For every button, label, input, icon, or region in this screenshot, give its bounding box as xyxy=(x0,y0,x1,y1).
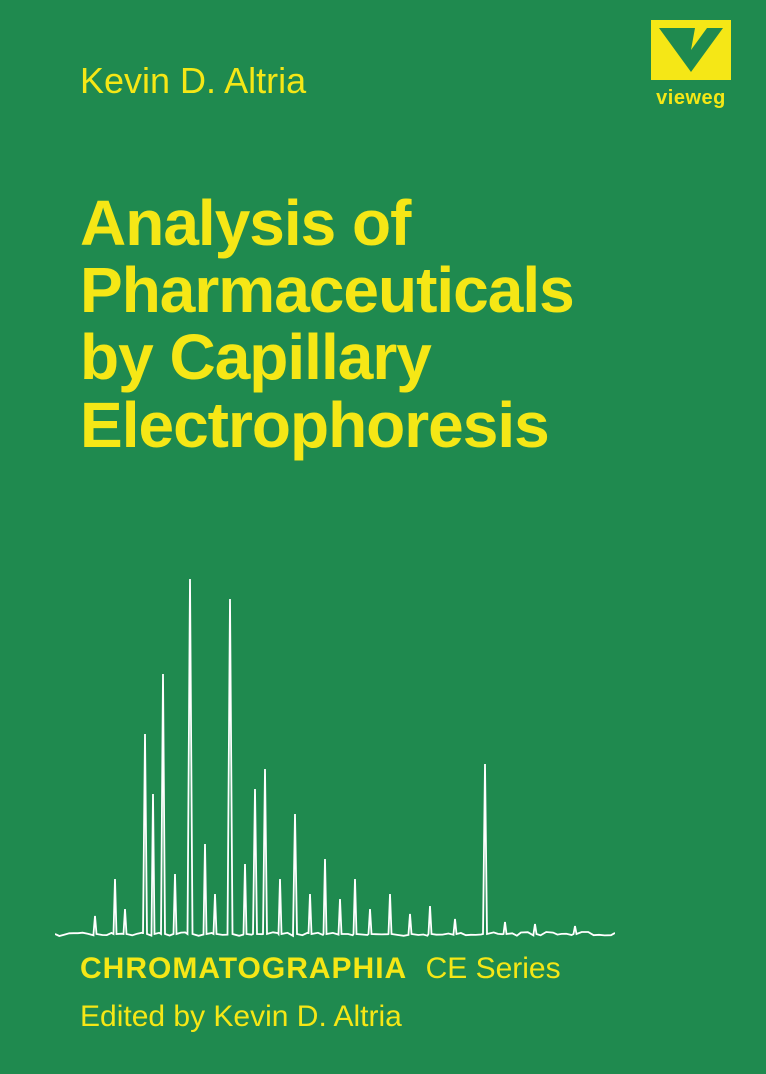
electropherogram-chart xyxy=(55,564,615,944)
title-line-1: Analysis of xyxy=(80,190,574,257)
series-line: CHROMATOGRAPHIA CE Series xyxy=(80,952,561,986)
series-name-bold: CHROMATOGRAPHIA xyxy=(80,952,407,985)
title-line-4: Electrophoresis xyxy=(80,392,574,459)
book-title: Analysis of Pharmaceuticals by Capillary… xyxy=(80,190,574,459)
editor-line: Edited by Kevin D. Altria xyxy=(80,1000,402,1034)
title-line-3: by Capillary xyxy=(80,324,574,391)
vieweg-logo-icon xyxy=(651,20,731,80)
publisher-logo-text: vieweg xyxy=(646,87,736,110)
author-name: Kevin D. Altria xyxy=(80,60,306,102)
series-name-normal: CE Series xyxy=(426,952,561,985)
publisher-logo: vieweg xyxy=(646,20,736,110)
title-line-2: Pharmaceuticals xyxy=(80,257,574,324)
